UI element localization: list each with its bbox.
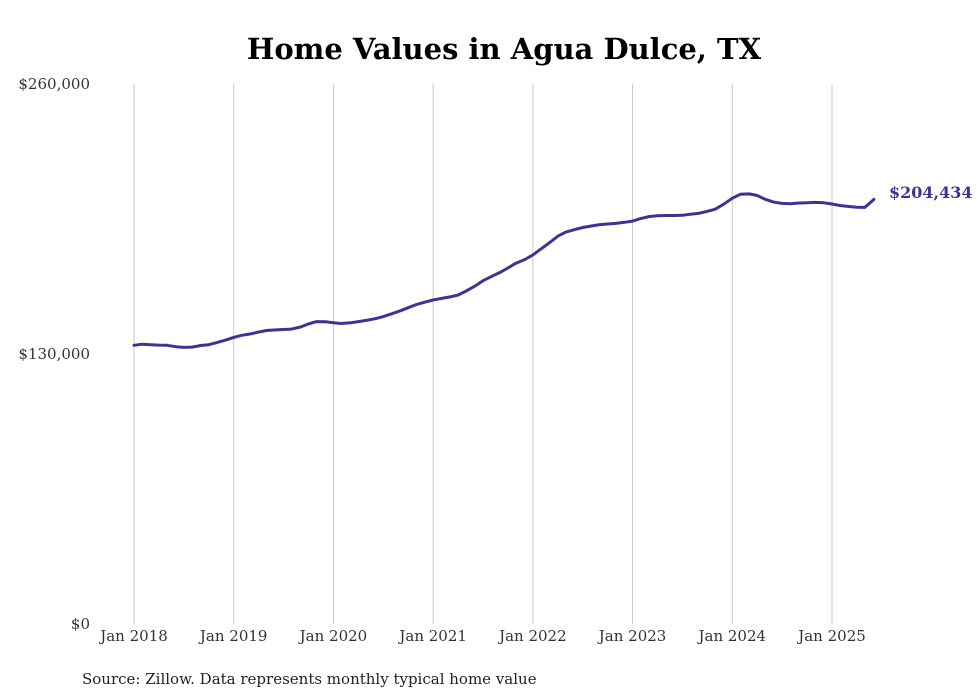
x-tick-label: Jan 2023 [597,627,667,645]
gridlines [133,84,833,624]
x-tick-label: Jan 2018 [98,627,168,645]
series-line [132,192,876,349]
x-tick-label: Jan 2022 [497,627,567,645]
x-tick-label: Jan 2024 [697,627,767,645]
x-tick-label: Jan 2025 [796,627,866,645]
y-tick-label: $0 [71,615,90,633]
end-value-label: $204,434 [889,183,973,202]
y-tick-labels: $0 $130,000 $260,000 [18,75,90,633]
chart-title: Home Values in Agua Dulce, TX [247,32,762,66]
x-tick-label: Jan 2021 [397,627,467,645]
x-tick-label: Jan 2020 [298,627,368,645]
x-tick-label: Jan 2019 [198,627,268,645]
y-tick-label: $130,000 [18,345,90,363]
source-note: Source: Zillow. Data represents monthly … [82,670,537,688]
y-tick-label: $260,000 [18,75,90,93]
x-tick-labels: Jan 2018 Jan 2019 Jan 2020 Jan 2021 Jan 2022… [98,627,866,645]
